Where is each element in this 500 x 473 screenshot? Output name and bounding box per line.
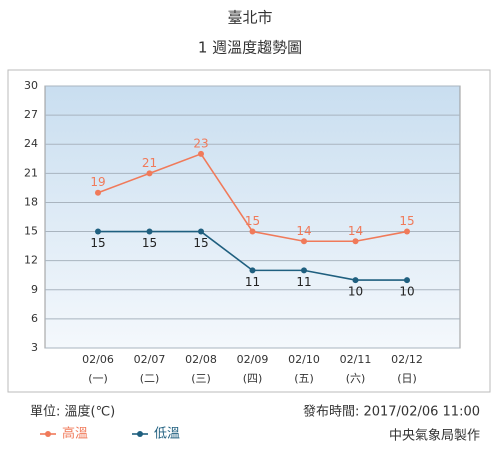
x-tick-weekday: (四) bbox=[243, 372, 263, 385]
x-tick-weekday: (二) bbox=[140, 372, 160, 385]
credit: 中央氣象局製作 bbox=[389, 429, 480, 444]
data-point bbox=[198, 150, 204, 157]
x-tick-label: 02/09 bbox=[237, 353, 269, 366]
x-tick-label: 02/12 bbox=[391, 353, 423, 366]
y-tick-label: 24 bbox=[24, 137, 38, 150]
data-point bbox=[301, 238, 307, 245]
y-tick-label: 27 bbox=[24, 108, 38, 121]
chart-title: 臺北市 bbox=[227, 9, 272, 27]
data-point bbox=[95, 228, 101, 235]
value-label: 15 bbox=[193, 236, 208, 250]
y-tick-label: 9 bbox=[31, 283, 38, 296]
y-tick-label: 3 bbox=[31, 341, 38, 354]
y-tick-label: 15 bbox=[24, 225, 38, 238]
value-label: 15 bbox=[399, 214, 414, 228]
value-label: 15 bbox=[245, 214, 260, 228]
value-label: 15 bbox=[90, 236, 105, 250]
value-label: 14 bbox=[348, 224, 363, 238]
data-point bbox=[404, 228, 410, 235]
data-point bbox=[352, 238, 359, 245]
data-point bbox=[198, 228, 204, 235]
legend-label: 高溫 bbox=[62, 426, 88, 442]
x-tick-weekday: (五) bbox=[294, 372, 314, 385]
x-tick-label: 02/07 bbox=[134, 353, 166, 366]
value-label: 23 bbox=[193, 136, 208, 150]
value-label: 11 bbox=[296, 275, 311, 289]
x-tick-weekday: (日) bbox=[397, 372, 417, 385]
legend-marker bbox=[137, 431, 143, 437]
value-label: 15 bbox=[142, 236, 157, 250]
data-point bbox=[404, 277, 410, 284]
data-point bbox=[352, 277, 359, 284]
legend-label: 低溫 bbox=[154, 427, 180, 442]
x-tick-weekday: (一) bbox=[88, 372, 108, 385]
y-tick-label: 30 bbox=[24, 79, 38, 92]
y-tick-label: 21 bbox=[24, 166, 38, 179]
y-tick-label: 12 bbox=[24, 254, 38, 267]
data-point bbox=[146, 170, 153, 177]
x-tick-label: 02/10 bbox=[288, 353, 320, 366]
data-point bbox=[249, 228, 256, 235]
data-point bbox=[146, 228, 153, 235]
unit-note: 單位: 溫度(℃) bbox=[30, 404, 115, 420]
plot-area bbox=[44, 85, 461, 349]
data-point bbox=[249, 267, 256, 274]
value-label: 21 bbox=[142, 156, 157, 170]
data-point bbox=[301, 267, 307, 274]
issued-time: 發布時間: 2017/02/06 11:00 bbox=[303, 405, 480, 420]
legend-marker bbox=[45, 431, 51, 437]
x-tick-label: 02/11 bbox=[340, 353, 372, 366]
y-tick-label: 18 bbox=[24, 195, 38, 208]
value-label: 19 bbox=[90, 175, 105, 189]
x-tick-weekday: (六) bbox=[346, 372, 366, 385]
y-tick-label: 6 bbox=[31, 312, 38, 325]
value-label: 10 bbox=[348, 285, 363, 299]
x-tick-label: 02/08 bbox=[185, 353, 217, 366]
x-tick-label: 02/06 bbox=[82, 353, 114, 366]
value-label: 10 bbox=[399, 285, 414, 299]
data-point bbox=[95, 189, 101, 196]
value-label: 11 bbox=[245, 275, 260, 289]
x-tick-weekday: (三) bbox=[191, 372, 211, 385]
chart-subtitle: 1 週溫度趨勢圖 bbox=[198, 39, 302, 57]
value-label: 14 bbox=[296, 224, 311, 238]
